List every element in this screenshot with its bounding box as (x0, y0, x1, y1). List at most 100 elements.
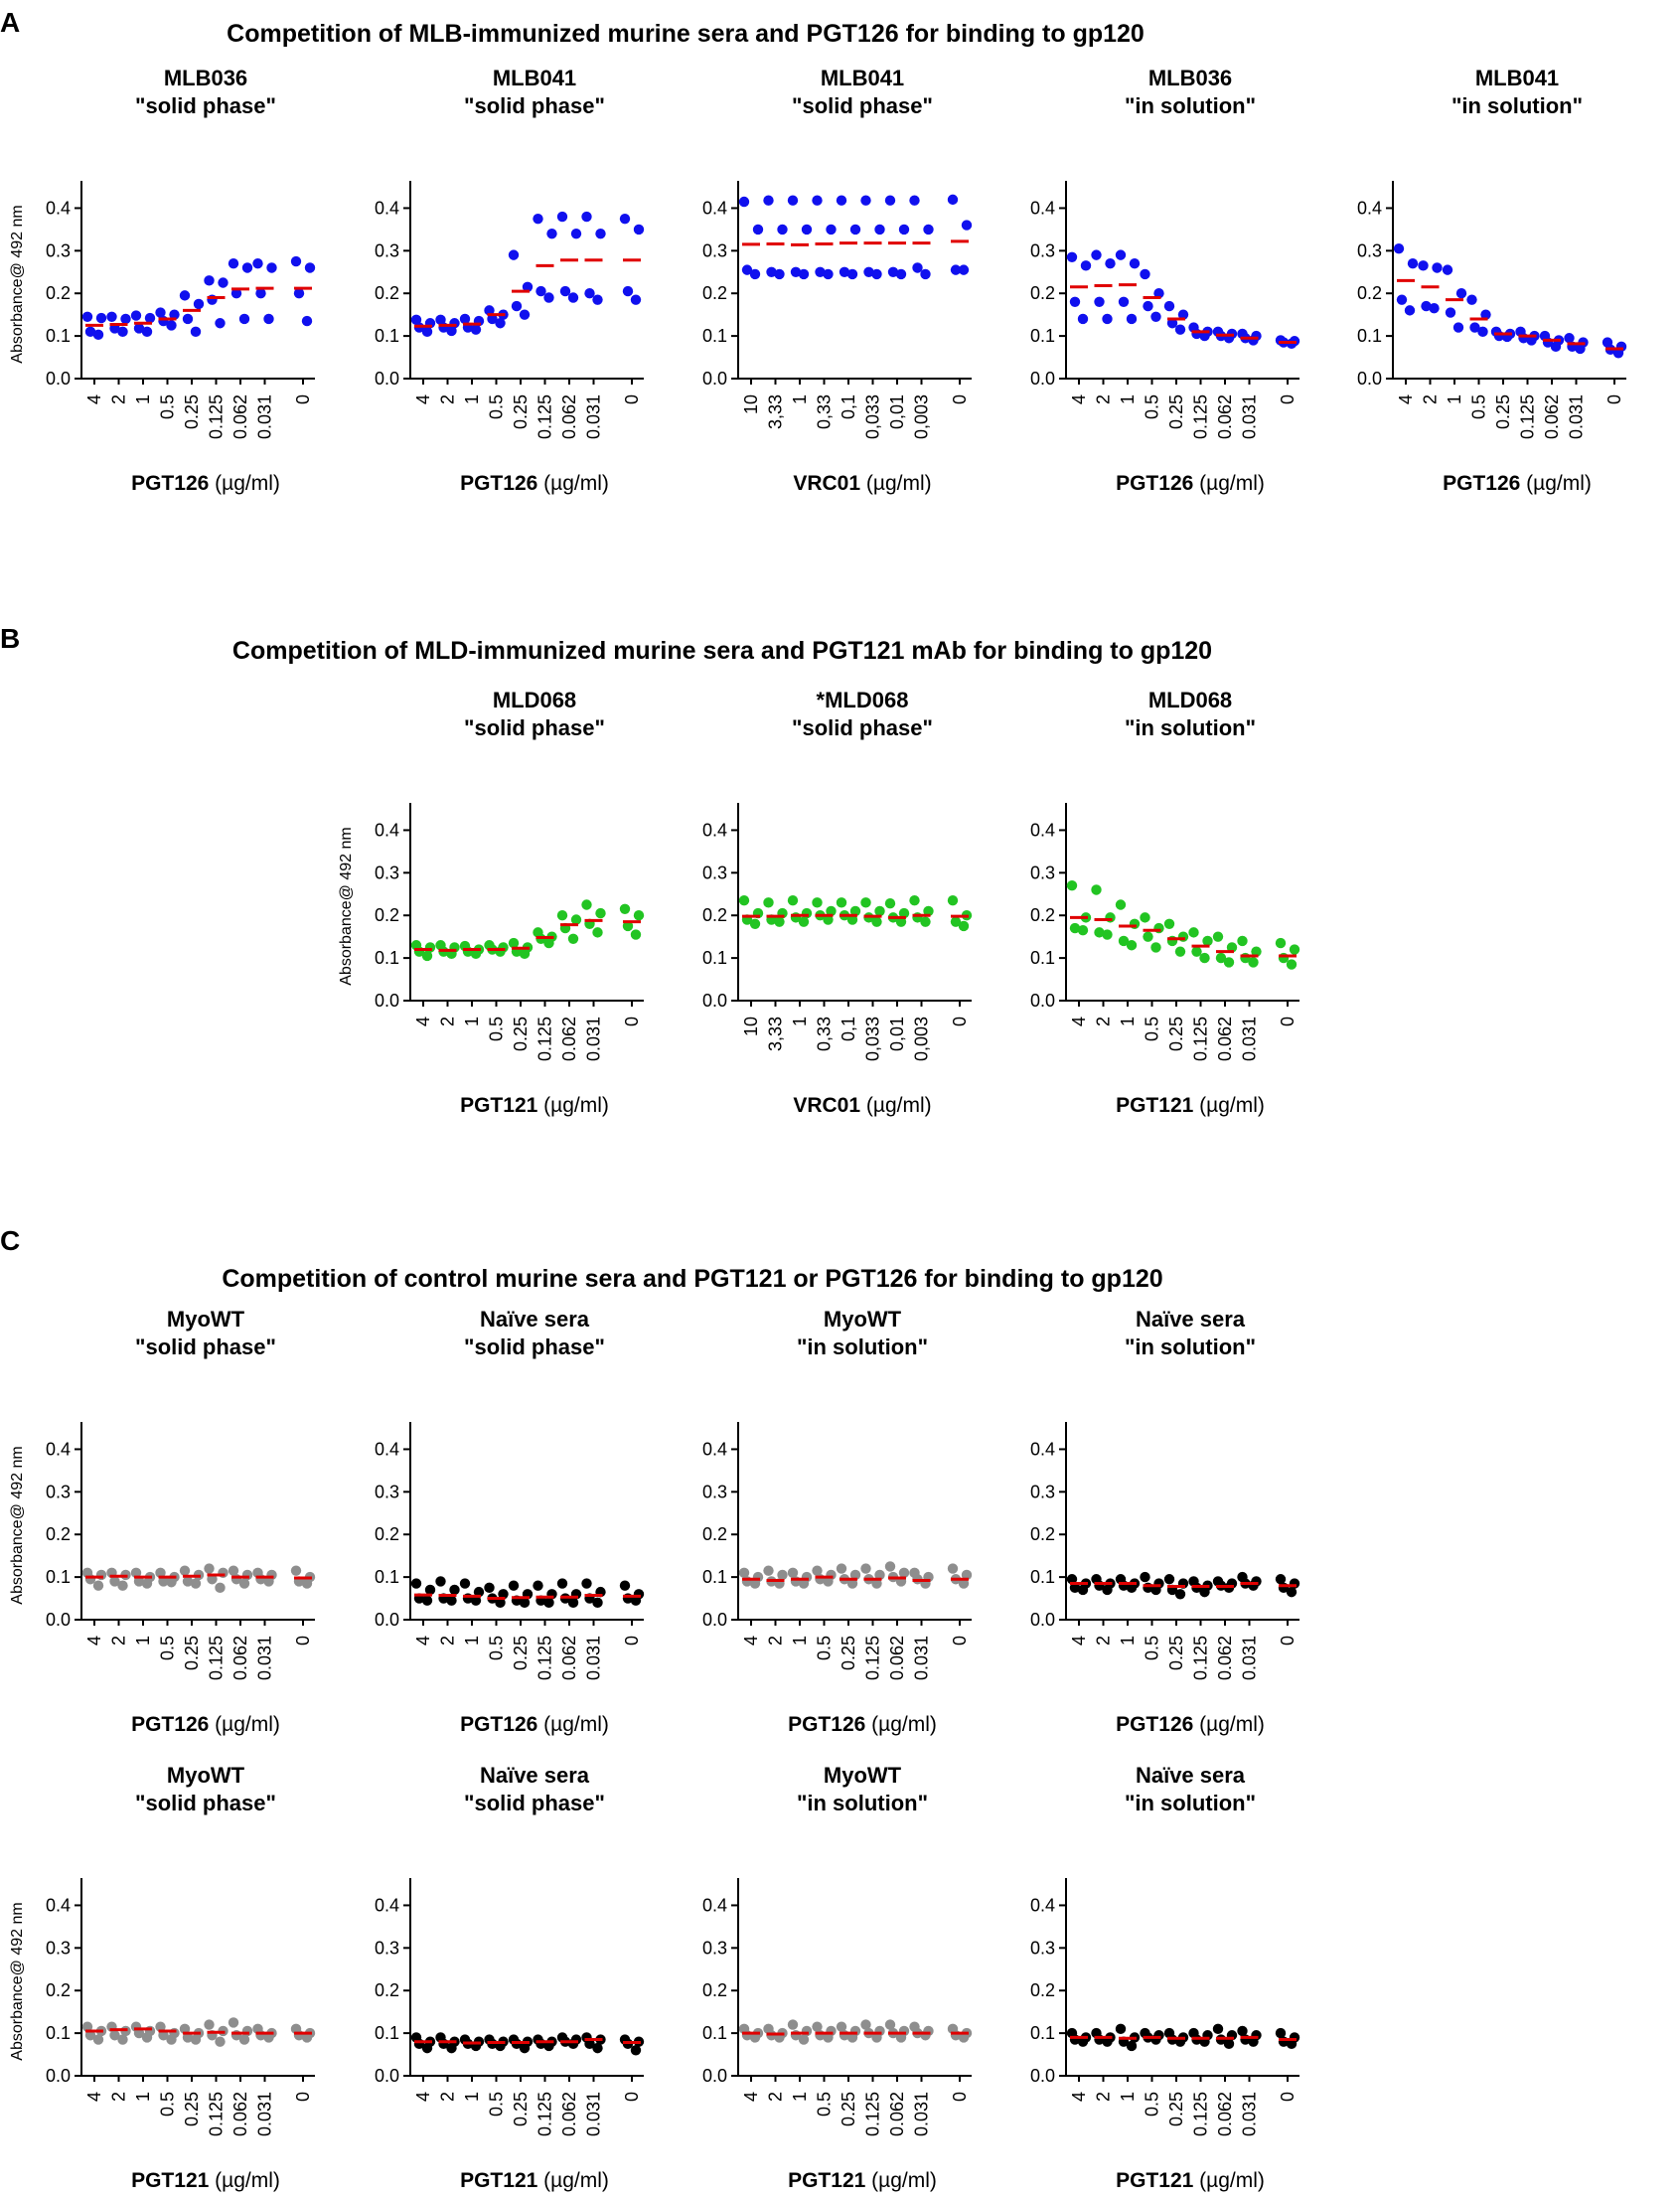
x-axis-label-unit: (µg/ml) (209, 2169, 280, 2192)
data-point (92, 2034, 104, 2045)
x-tick-label: 0.062 (559, 2092, 579, 2136)
data-point (584, 288, 595, 299)
data-point (633, 910, 645, 921)
x-tick-label: 2 (438, 394, 458, 404)
data-point (836, 2021, 847, 2032)
data-point (304, 262, 316, 273)
data-point (1396, 294, 1408, 305)
x-tick-label: 0.25 (511, 394, 531, 429)
data-point (958, 920, 970, 932)
x-tick-label: 4 (1069, 2092, 1089, 2102)
x-tick-label: 0.031 (584, 394, 604, 439)
data-point (81, 311, 93, 323)
x-tick-label: 0.5 (1143, 1017, 1162, 1041)
x-tick-label: 0.062 (1215, 1636, 1235, 1680)
y-tick-label: 0.4 (46, 1895, 71, 1915)
x-tick-label: 0.031 (1240, 394, 1260, 439)
x-tick-label: 4 (741, 1636, 761, 1646)
data-point (567, 292, 579, 303)
x-tick-label: 0.25 (182, 2092, 202, 2126)
data-point (533, 1580, 543, 1591)
data-point (190, 1578, 202, 1589)
data-point (130, 310, 142, 321)
chart-title: Naïve sera (1136, 1763, 1246, 1788)
x-tick-label: 2 (438, 1017, 458, 1026)
data-point (263, 2032, 274, 2043)
data-point (1199, 952, 1210, 964)
x-tick-label: 0.25 (1166, 1017, 1186, 1051)
chart-title: MLB036 (164, 66, 247, 90)
data-point (230, 288, 242, 299)
x-axis-label: PGT121 (µg/ml) (1116, 1094, 1265, 1117)
x-tick-label: 0.062 (230, 1636, 250, 1680)
data-point (1094, 296, 1105, 307)
x-tick-label: 0.125 (535, 1636, 555, 1680)
x-axis-label-antibody: PGT121 (131, 2169, 210, 2192)
y-tick-label: 0.3 (702, 240, 727, 260)
data-point (293, 288, 305, 299)
y-tick-label: 0.0 (375, 1610, 399, 1630)
data-point (182, 1576, 194, 1587)
x-tick-label: 2 (109, 394, 129, 404)
chart-subtitle: "solid phase" (135, 1335, 276, 1359)
x-tick-label: 0.125 (1191, 2092, 1211, 2136)
data-point (1143, 931, 1153, 942)
y-tick-label: 0.3 (702, 1938, 727, 1958)
data-point (533, 213, 543, 225)
data-point (263, 1576, 274, 1587)
data-point (511, 300, 523, 312)
data-point (895, 916, 907, 927)
y-tick-label: 0.0 (702, 991, 727, 1011)
x-tick-label: 0.125 (535, 2092, 555, 2136)
data-point (920, 268, 931, 280)
data-point (849, 1569, 861, 1581)
y-tick-label: 0.3 (46, 1482, 71, 1501)
data-point (421, 950, 433, 962)
data-point (1251, 946, 1262, 957)
chart-subtitle: "in solution" (1125, 93, 1256, 118)
data-point (556, 211, 568, 223)
data-point (182, 313, 194, 325)
x-axis-label-unit: (µg/ml) (1193, 2169, 1265, 2192)
x-tick-label: 0.25 (511, 2092, 531, 2126)
data-point (1163, 1574, 1175, 1585)
data-point (622, 920, 634, 932)
x-tick-label: 2 (766, 2092, 786, 2102)
x-tick-label: 0.062 (230, 394, 250, 439)
x-tick-label: 4 (413, 2092, 433, 2102)
data-point (826, 905, 837, 917)
data-point (1150, 1584, 1161, 1596)
data-point (255, 288, 266, 299)
data-point (749, 1578, 761, 1589)
data-point (619, 213, 631, 225)
data-point (218, 277, 229, 288)
data-point (228, 1565, 239, 1576)
data-point (1066, 251, 1078, 262)
x-tick-label: 0.031 (255, 2092, 275, 2136)
data-point (630, 929, 642, 940)
data-point (860, 897, 871, 908)
x-tick-label: 0.5 (1469, 394, 1489, 419)
data-point (144, 312, 156, 324)
data-point (421, 326, 433, 338)
x-axis-label-antibody: PGT121 (460, 2169, 538, 2192)
data-point (630, 2045, 642, 2056)
chart-subtitle: "in solution" (1451, 93, 1583, 118)
x-tick-label: 0 (950, 1636, 970, 1646)
x-tick-label: 4 (1069, 1017, 1089, 1026)
data-point (92, 329, 104, 341)
x-axis-label-unit: (µg/ml) (1193, 1713, 1265, 1736)
x-tick-label: 1 (462, 2092, 482, 2102)
data-point (519, 1597, 531, 1609)
x-tick-label: 0.062 (1542, 394, 1562, 439)
data-point (909, 895, 920, 906)
data-point (473, 1586, 485, 1598)
y-tick-label: 0.0 (1030, 991, 1055, 1011)
data-point (950, 264, 962, 275)
data-point (301, 2032, 313, 2043)
data-point (446, 325, 457, 337)
data-point (301, 315, 313, 327)
data-point (179, 1565, 191, 1576)
chart-title: MyoWT (824, 1307, 902, 1332)
y-tick-label: 0.2 (375, 905, 399, 925)
